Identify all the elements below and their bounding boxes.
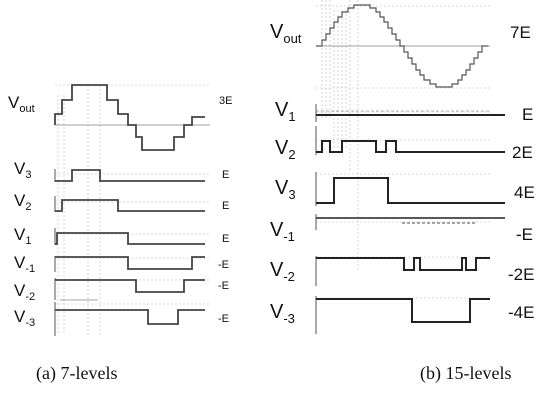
panel-a-v1-waveform [54, 228, 205, 245]
panel-a-guides [55, 84, 210, 335]
panel-a-label-out: Vout [8, 93, 35, 115]
caption-panel-b: (b) 15-levels [420, 363, 512, 383]
panel-b-label-vm3: V-3 [270, 301, 295, 326]
panel-b-value-v1: E [522, 105, 533, 124]
panel-a-label-v2: V2 [14, 191, 31, 213]
panel-b-value-vm2: -2E [508, 265, 534, 284]
panel-a-vm1-waveform [54, 256, 205, 272]
panel-b-vout-waveform [316, 4, 490, 88]
panel-b-label-vm1: V-1 [270, 219, 295, 244]
panel-b-v3-waveform [315, 172, 505, 206]
panel-a-vout-waveform [54, 84, 210, 151]
panel-a: Vout V3 V2 V1 V-1 V-2 V-3 3E E E E -E -E… [8, 84, 232, 336]
panel-b-value-vm3: -4E [508, 303, 534, 322]
panel-b-labels: Vout V1 V2 V3 V-1 V-2 V-3 [270, 21, 302, 326]
panel-b: Vout V1 V2 V3 V-1 V-2 V-3 7E E 2E 4E -E … [270, 0, 535, 334]
panel-b-value-v3: 4E [514, 183, 535, 202]
panel-b-label-v3: V3 [275, 177, 296, 202]
panel-b-vm2-waveform [315, 256, 490, 286]
caption-panel-a: (a) 7-levels [36, 363, 118, 383]
panel-a-labels: Vout V3 V2 V1 V-1 V-2 V-3 [8, 93, 35, 329]
panel-b-vm1-waveform [315, 214, 505, 230]
panel-a-vm3-waveform [54, 302, 205, 336]
panel-a-value-vm3: -E [218, 313, 229, 325]
panel-a-v3-waveform [54, 169, 205, 182]
panel-b-value-out: 7E [510, 23, 531, 42]
panel-a-value-v1: E [222, 233, 229, 245]
panel-a-v2-waveform [54, 196, 205, 212]
panel-b-label-vm2: V-2 [270, 259, 295, 284]
panel-a-value-vm1: -E [218, 259, 229, 271]
panel-a-vm2-waveform [54, 278, 205, 301]
panel-a-label-v1: V1 [14, 225, 31, 247]
panel-a-label-v3: V3 [14, 159, 31, 181]
panel-b-value-v2: 2E [512, 143, 533, 162]
panel-b-label-out: Vout [270, 21, 302, 46]
panel-a-value-vm2: -E [218, 280, 229, 292]
panel-b-v1-waveform [315, 104, 505, 122]
panel-b-label-v1: V1 [275, 99, 296, 124]
panel-b-values: 7E E 2E 4E -E -2E -4E [508, 23, 535, 322]
panel-b-vm3-waveform [315, 296, 490, 334]
panel-a-label-vm3: V-3 [14, 307, 35, 329]
panel-b-v2-waveform [315, 126, 505, 155]
panel-a-value-v2: E [222, 200, 229, 212]
panel-a-label-vm1: V-1 [14, 253, 35, 275]
panel-b-label-v2: V2 [275, 137, 296, 162]
panel-a-label-vm2: V-2 [14, 281, 35, 303]
panel-a-value-out: 3E [219, 95, 232, 107]
panel-a-values: 3E E E E -E -E -E [218, 95, 232, 325]
panel-a-value-v3: E [222, 169, 229, 181]
panel-b-value-vm1: -E [516, 225, 533, 244]
